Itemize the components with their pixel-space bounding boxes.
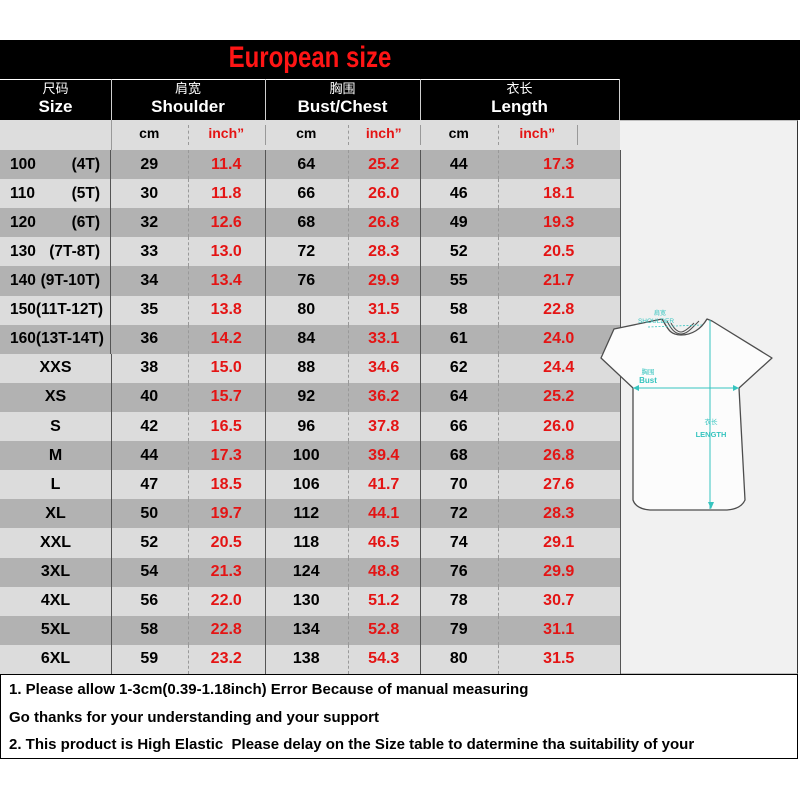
svg-text:衣长: 衣长 <box>705 417 719 426</box>
svg-text:SHOULDER: SHOULDER <box>638 318 674 325</box>
svg-text:肩宽: 肩宽 <box>654 309 666 317</box>
svg-text:Bust: Bust <box>639 376 657 385</box>
svg-text:LENGTH: LENGTH <box>696 430 727 439</box>
svg-text:胸围: 胸围 <box>642 367 655 376</box>
